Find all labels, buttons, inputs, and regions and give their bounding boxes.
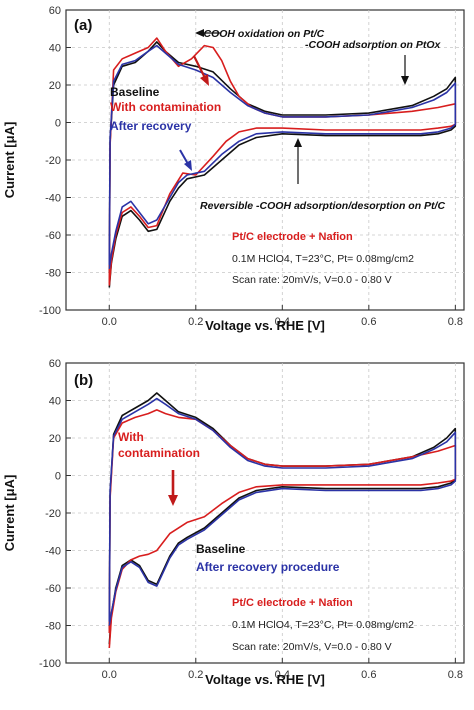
tick-label-y: -100 [39, 305, 61, 317]
series-a [108, 37, 457, 288]
series-line-with-contamination-b [108, 409, 457, 649]
legend-contamination-b: With contamination [118, 430, 200, 460]
tick-label-y: 20 [49, 433, 61, 445]
y-ticks-a: 60 40 20 0 -20 -40 -60 -80 -100 [39, 5, 71, 317]
arrow-contamination-peak-a [193, 55, 209, 86]
tick-label-y: 0 [55, 118, 61, 130]
condition-scan-a: Scan rate: 20mV/s, V=0.0 - 0.80 V [232, 274, 392, 286]
tick-label-y: 60 [49, 5, 61, 17]
legend-recovery-b: After recovery procedure [196, 560, 340, 574]
y-ticks-b: 60 40 20 0 -20 -40 -60 -80 -100 [39, 358, 71, 670]
y-axis-label-b: Current [μA] [2, 475, 17, 552]
tick-label-y: -20 [45, 155, 61, 167]
arrow-oxidation [195, 29, 220, 37]
tick-label-y: 40 [49, 43, 61, 55]
tick-label-y: 60 [49, 358, 61, 370]
tick-label-x: 0.0 [102, 316, 117, 328]
tick-label-y: -40 [45, 193, 61, 205]
tick-label-y: -60 [45, 230, 61, 242]
gridlines-b [66, 363, 464, 663]
tick-label-y: -20 [45, 508, 61, 520]
arrow-reversible [294, 138, 302, 184]
series-b [108, 392, 457, 649]
gridlines-a [66, 10, 464, 310]
condition-electrode-a: Pt/C electrode + Nafion [232, 231, 353, 243]
condition-electrolyte-b: 0.1M HClO4, T=23°C, Pt= 0.08mg/cm2 [232, 619, 414, 631]
tick-label-y: -100 [39, 658, 61, 670]
tick-label-x: 0.6 [361, 669, 376, 681]
tick-label-x: 0.2 [188, 669, 203, 681]
panel-label-b: (b) [74, 372, 93, 389]
arrow-contamination-b [168, 470, 178, 506]
tick-label-x: 0.8 [448, 669, 463, 681]
x-ticks-b: 0.0 0.2 0.4 0.6 0.8 [102, 658, 463, 681]
x-axis-label-b: Voltage vs. RHE [V] [205, 672, 325, 687]
tick-label-y: 0 [55, 471, 61, 483]
series-line-after-recovery-a [108, 44, 457, 269]
condition-scan-b: Scan rate: 20mV/s, V=0.0 - 0.80 V [232, 641, 392, 653]
y-axis-label-a: Current [μA] [2, 122, 17, 199]
legend-baseline-b: Baseline [196, 542, 246, 556]
tick-label-x: 0.2 [188, 316, 203, 328]
tick-label-y: -60 [45, 583, 61, 595]
panel-label-a: (a) [74, 17, 92, 34]
condition-electrolyte-a: 0.1M HClO4, T=23°C, Pt= 0.08mg/cm2 [232, 253, 414, 265]
arrow-ptox [401, 55, 409, 85]
annotation-cooh-adsorption-ptox: -COOH adsorption on PtOx [305, 39, 441, 51]
tick-label-y: -40 [45, 546, 61, 558]
tick-label-y: 20 [49, 80, 61, 92]
x-ticks-a: 0.0 0.2 0.4 0.6 0.8 [102, 305, 463, 328]
arrow-reduction-shoulder-a [179, 149, 192, 171]
tick-label-x: 0.6 [361, 316, 376, 328]
legend-contamination-a: With contamination [110, 100, 221, 114]
tick-label-x: 0.4 [275, 316, 290, 328]
series-line-after-recovery-procedure-b [108, 397, 457, 626]
tick-label-x: 0.4 [275, 669, 290, 681]
tick-label-y: -80 [45, 621, 61, 633]
tick-label-x: 0.8 [448, 316, 463, 328]
legend-recovery-a: After recovery [110, 119, 192, 133]
legend-baseline-a: Baseline [110, 85, 160, 99]
tick-label-x: 0.0 [102, 669, 117, 681]
tick-label-y: -80 [45, 268, 61, 280]
annotation-cooh-oxidation: -COOH oxidation on Pt/C [200, 28, 325, 40]
tick-label-y: 40 [49, 396, 61, 408]
x-axis-label-a: Voltage vs. RHE [V] [205, 318, 325, 333]
condition-electrode-b: Pt/C electrode + Nafion [232, 597, 353, 609]
annotation-reversible-adsorption: Reversible -COOH adsorption/desorption o… [200, 200, 445, 212]
